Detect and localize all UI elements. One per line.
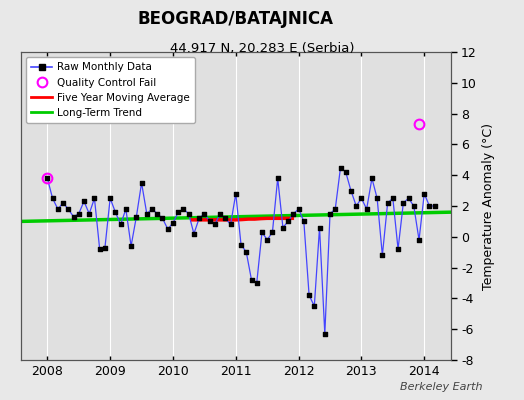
Point [64,206,72,212]
Point [59,200,67,206]
Point [410,203,418,209]
Point [174,209,182,215]
Point [106,195,114,202]
Point [111,209,119,215]
Point [169,220,177,226]
Point [43,175,51,182]
Point [143,210,151,217]
Title: BEOGRAD/BATAJNICA: BEOGRAD/BATAJNICA [138,10,334,28]
Point [268,229,277,235]
Point [294,206,303,212]
Point [205,218,214,225]
Point [48,195,57,202]
Point [300,218,308,225]
Point [200,210,209,217]
Point [326,210,334,217]
Point [399,200,408,206]
Point [373,195,381,202]
Point [127,243,135,249]
Point [279,224,287,231]
Point [80,198,88,204]
Point [336,164,345,171]
Point [368,175,376,182]
Point [190,230,198,237]
Point [232,190,240,197]
Point [137,180,146,186]
Point [357,195,366,202]
Point [305,292,313,298]
Point [384,200,392,206]
Point [363,206,371,212]
Point [258,229,266,235]
Point [132,214,140,220]
Point [284,218,292,225]
Point [184,210,193,217]
Point [321,331,329,337]
Point [394,246,402,252]
Point [274,175,282,182]
Point [420,190,429,197]
Point [310,303,319,309]
Point [415,237,423,243]
Point [85,210,93,217]
Point [237,241,245,248]
Point [347,187,355,194]
Point [122,206,130,212]
Point [405,195,413,202]
Text: Berkeley Earth: Berkeley Earth [400,382,482,392]
Point [253,280,261,286]
Point [158,215,167,222]
Point [195,215,203,222]
Point [179,206,188,212]
Y-axis label: Temperature Anomaly (°C): Temperature Anomaly (°C) [483,122,496,290]
Point [221,215,230,222]
Point [247,277,256,283]
Point [289,210,298,217]
Point [216,210,224,217]
Point [101,244,109,251]
Point [153,210,161,217]
Point [211,221,219,228]
Point [116,221,125,228]
Point [331,206,340,212]
Point [342,169,350,175]
Point [431,203,439,209]
Point [389,195,397,202]
Point [226,221,235,228]
Point [263,237,271,243]
Point [53,206,62,212]
Point [148,206,156,212]
Point [352,203,361,209]
Point [95,246,104,252]
Point [315,224,324,231]
Point [69,214,78,220]
Point [74,210,83,217]
Point [378,252,387,258]
Point [242,249,250,256]
Point [163,226,172,232]
Point [90,195,99,202]
Point [425,203,434,209]
Text: 44.917 N, 20.283 E (Serbia): 44.917 N, 20.283 E (Serbia) [170,42,354,55]
Legend: Raw Monthly Data, Quality Control Fail, Five Year Moving Average, Long-Term Tren: Raw Monthly Data, Quality Control Fail, … [26,57,195,123]
